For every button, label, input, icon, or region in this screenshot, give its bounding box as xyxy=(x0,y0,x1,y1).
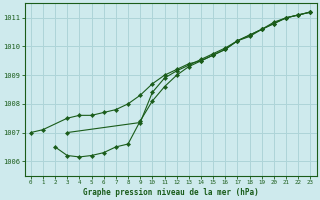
X-axis label: Graphe pression niveau de la mer (hPa): Graphe pression niveau de la mer (hPa) xyxy=(83,188,259,197)
